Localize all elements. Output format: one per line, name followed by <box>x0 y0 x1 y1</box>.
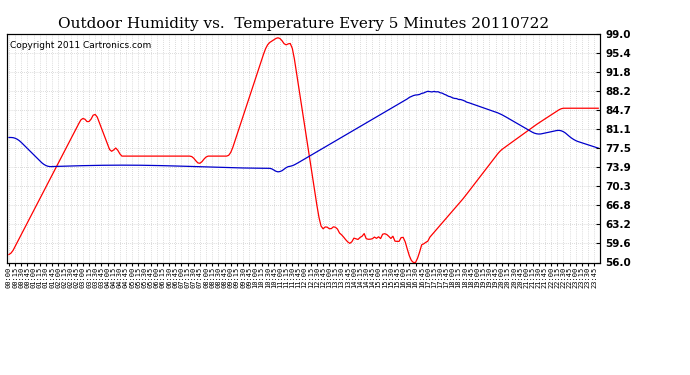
Title: Outdoor Humidity vs.  Temperature Every 5 Minutes 20110722: Outdoor Humidity vs. Temperature Every 5… <box>58 17 549 31</box>
Text: Copyright 2011 Cartronics.com: Copyright 2011 Cartronics.com <box>10 40 151 50</box>
